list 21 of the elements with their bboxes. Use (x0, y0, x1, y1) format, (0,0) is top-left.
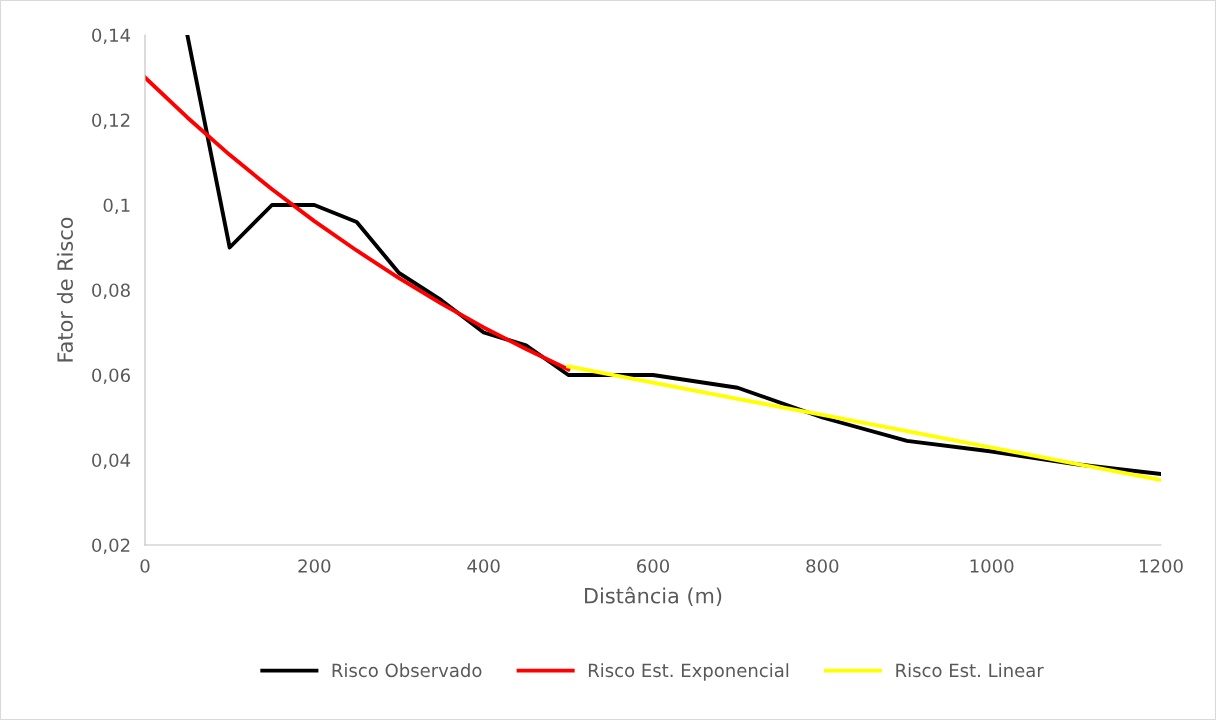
y-axis-title: Fator de Risco (56, 217, 73, 362)
line-series (145, 75, 571, 372)
x-tick-label: 800 (806, 559, 839, 573)
y-tick-label: 0,06 (92, 368, 130, 384)
line-series (566, 364, 1161, 482)
x-tick-label: 200 (298, 559, 331, 573)
x-tick-label: 1000 (970, 559, 1014, 573)
legend-label: Risco Est. Exponencial (588, 663, 789, 681)
y-tick-label: 0,04 (92, 453, 131, 469)
x-axis-title: Distância (m) (585, 586, 722, 607)
y-tick-label: 0,08 (92, 283, 130, 299)
y-tick-label: 0,1 (103, 198, 130, 214)
legend-label: Risco Observado (332, 663, 482, 678)
y-tick-label: 0,02 (92, 538, 130, 554)
y-tick-label: 0,12 (92, 113, 130, 129)
x-tick-label: 1200 (1140, 559, 1183, 573)
legend-label: Risco Est. Linear (896, 663, 1044, 678)
x-tick-label: 600 (637, 559, 670, 573)
y-tick-label: 0,14 (92, 28, 131, 44)
x-tick-label: 400 (467, 559, 500, 573)
x-tick-label: 0 (140, 559, 150, 573)
